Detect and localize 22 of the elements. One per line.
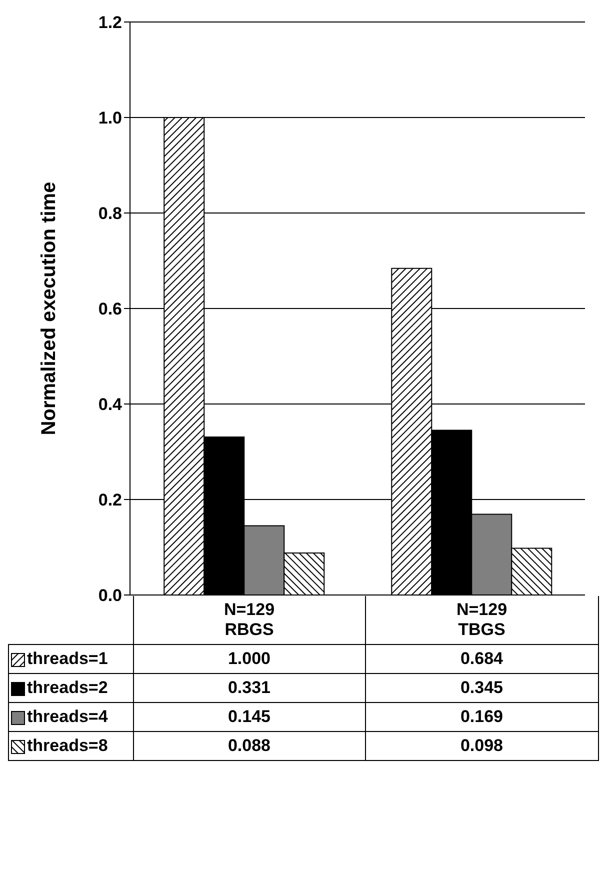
legend-label: threads=2 bbox=[8, 674, 133, 702]
data-label: 1.000 bbox=[133, 644, 366, 674]
data-label: 0.345 bbox=[366, 674, 598, 702]
x-tick-label: N=129 RBGS bbox=[222, 600, 276, 640]
legend-label: threads=1 bbox=[8, 644, 133, 674]
data-label: 0.169 bbox=[366, 702, 598, 732]
legend-label: threads=4 bbox=[8, 702, 133, 732]
data-label: 0.088 bbox=[133, 732, 366, 760]
legend-label: threads=8 bbox=[8, 732, 133, 760]
data-label: 0.331 bbox=[133, 674, 366, 702]
y-tick-label: 0.2 bbox=[98, 490, 122, 510]
y-tick-label: 1.2 bbox=[98, 13, 122, 32]
data-label: 0.098 bbox=[366, 732, 598, 760]
y-tick-label: 0.0 bbox=[98, 586, 122, 606]
y-tick-label: 0.8 bbox=[98, 204, 122, 224]
y-tick-label: 0.6 bbox=[98, 300, 122, 319]
data-label: 0.684 bbox=[366, 644, 598, 674]
y-tick-label: 1.0 bbox=[98, 108, 122, 128]
y-axis-title: Normalized execution time bbox=[38, 182, 60, 436]
x-tick-label: N=129 TBGS bbox=[455, 600, 508, 640]
y-tick-label: 0.4 bbox=[98, 395, 123, 414]
data-label: 0.145 bbox=[133, 702, 366, 732]
